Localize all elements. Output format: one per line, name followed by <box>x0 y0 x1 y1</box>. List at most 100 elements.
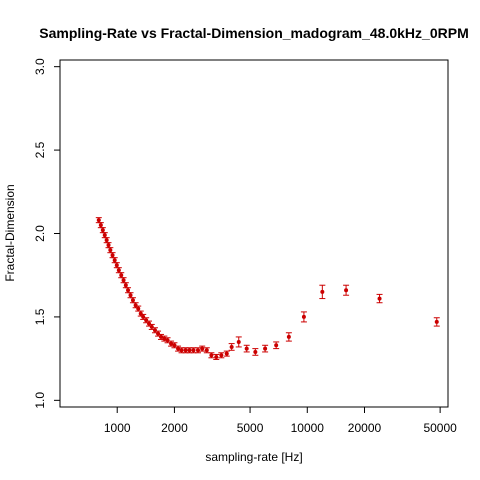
point-marker <box>320 289 325 294</box>
x-tick-label: 10000 <box>291 421 325 435</box>
data-point <box>208 352 215 359</box>
point-marker <box>100 228 105 233</box>
data-point <box>228 343 235 351</box>
data-point <box>125 287 132 294</box>
data-point <box>273 341 280 350</box>
data-point <box>95 217 102 224</box>
data-point <box>103 237 110 244</box>
data-point <box>223 350 230 357</box>
point-marker <box>253 349 258 354</box>
data-point <box>218 352 225 359</box>
point-marker <box>108 248 113 253</box>
point-marker <box>219 353 224 358</box>
point-marker <box>126 288 131 293</box>
point-marker <box>172 343 177 348</box>
point-marker <box>165 338 170 343</box>
data-point <box>105 242 112 249</box>
point-marker <box>187 348 192 353</box>
point-marker <box>176 346 181 351</box>
data-point <box>120 277 127 284</box>
data-point <box>129 297 136 304</box>
point-marker <box>98 223 103 228</box>
data-point <box>243 344 250 353</box>
y-axis-label: Fractal-Dimension <box>3 184 17 281</box>
point-marker <box>110 253 115 258</box>
data-point <box>97 222 104 229</box>
data-point <box>99 227 106 234</box>
point-marker <box>236 339 241 344</box>
point-marker <box>183 348 188 353</box>
point-marker <box>301 314 306 319</box>
data-point <box>199 345 206 352</box>
point-marker <box>229 344 234 349</box>
point-marker <box>141 314 146 319</box>
x-tick-label: 20000 <box>348 421 382 435</box>
point-marker <box>133 303 138 308</box>
data-point <box>300 311 307 323</box>
data-points <box>95 217 440 360</box>
data-point <box>203 347 210 354</box>
data-point <box>158 333 165 340</box>
data-point <box>127 292 134 299</box>
data-point <box>262 344 269 353</box>
data-point <box>101 232 108 239</box>
point-marker <box>119 273 124 278</box>
point-marker <box>96 218 101 223</box>
point-marker <box>136 306 141 311</box>
point-marker <box>156 331 161 336</box>
point-marker <box>102 233 107 238</box>
data-point <box>107 247 114 254</box>
point-marker <box>152 328 157 333</box>
y-tick-label: 2.5 <box>33 141 47 158</box>
x-tick-label: 1000 <box>104 421 131 435</box>
data-point <box>285 332 292 342</box>
data-point <box>111 257 118 264</box>
axis-ticks: 1000 2000 5000 10000 20000 50000 1.0 1.5 2.0 2.5 3… <box>33 58 457 435</box>
point-marker <box>106 243 111 248</box>
data-point <box>235 336 242 348</box>
data-point <box>319 284 326 300</box>
point-marker <box>114 263 119 268</box>
point-marker <box>130 298 135 303</box>
data-point <box>118 272 125 279</box>
point-marker <box>286 334 291 339</box>
data-point <box>343 284 350 296</box>
y-tick-label: 1.5 <box>33 308 47 325</box>
point-marker <box>104 238 109 243</box>
point-marker <box>274 343 279 348</box>
data-point <box>433 317 440 327</box>
data-point <box>113 262 120 269</box>
x-tick-label: 5000 <box>237 421 264 435</box>
point-marker <box>214 354 219 359</box>
data-point <box>122 282 129 289</box>
data-point <box>376 293 383 304</box>
x-tick-label: 2000 <box>161 421 188 435</box>
point-marker <box>121 278 126 283</box>
point-marker <box>434 319 439 324</box>
data-point <box>186 347 193 354</box>
point-marker <box>138 311 143 316</box>
x-tick-label: 50000 <box>423 421 457 435</box>
data-point <box>115 267 122 274</box>
point-marker <box>112 258 117 263</box>
point-marker <box>144 318 149 323</box>
point-marker <box>149 324 154 329</box>
point-marker <box>209 353 214 358</box>
data-point <box>109 252 116 259</box>
y-tick-label: 2.0 <box>33 225 47 242</box>
point-marker <box>204 348 209 353</box>
y-tick-label: 3.0 <box>33 58 47 75</box>
point-marker <box>224 351 229 356</box>
y-tick-label: 1.0 <box>33 392 47 409</box>
data-point <box>213 353 220 360</box>
point-marker <box>200 346 205 351</box>
data-point <box>194 347 201 354</box>
x-axis-label: sampling-rate [Hz] <box>205 450 302 464</box>
point-marker <box>191 348 196 353</box>
point-marker <box>147 321 152 326</box>
point-marker <box>244 346 249 351</box>
point-marker <box>263 346 268 351</box>
point-marker <box>195 348 200 353</box>
chart-title: Sampling-Rate vs Fractal-Dimension_madog… <box>39 25 468 41</box>
